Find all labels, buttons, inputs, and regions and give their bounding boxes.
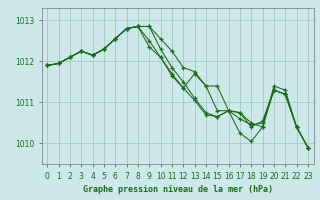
X-axis label: Graphe pression niveau de la mer (hPa): Graphe pression niveau de la mer (hPa) [83,185,273,194]
